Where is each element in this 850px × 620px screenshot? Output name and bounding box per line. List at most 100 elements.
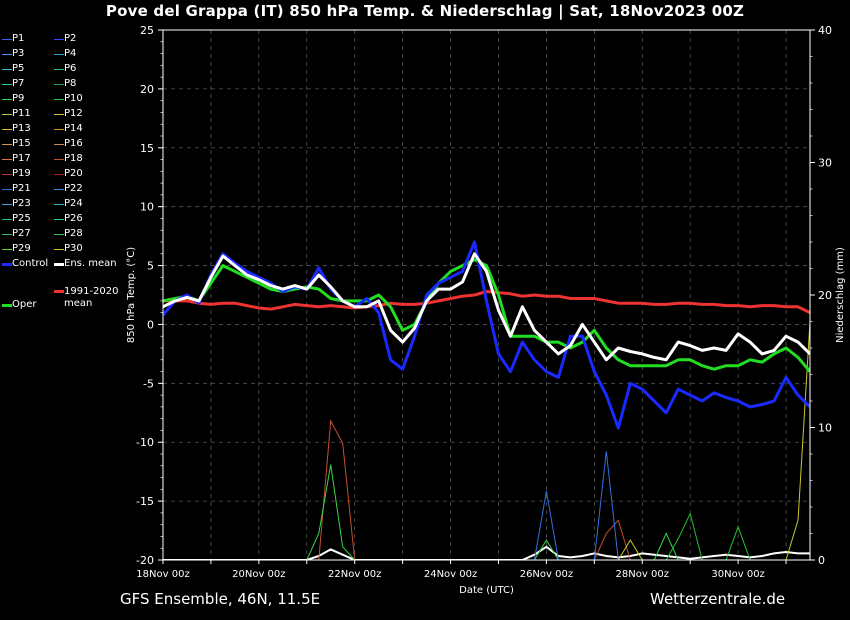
y-tick-label: 25 <box>140 24 154 37</box>
legend-label: 1991-2020 <box>64 286 119 297</box>
x-tick-label: 30Nov 00z <box>711 569 764 580</box>
legend-label: P13 <box>12 123 31 134</box>
legend-label: P21 <box>12 183 31 194</box>
legend-label: P26 <box>64 213 83 224</box>
legend-label: P18 <box>64 153 83 164</box>
y-tick-label: -20 <box>136 554 154 567</box>
legend-item-climate-mean: 1991-2020 mean <box>54 286 119 314</box>
precip-line-p30 <box>163 321 810 560</box>
legend-label: P23 <box>12 198 31 209</box>
y2-tick-label: 30 <box>818 157 832 170</box>
legend-item-p3: P3 <box>2 47 24 61</box>
legend-item-p10: P10 <box>54 92 83 106</box>
legend-item-p26: P26 <box>54 212 83 226</box>
legend-item-p6: P6 <box>54 62 76 76</box>
y2-tick-label: 10 <box>818 422 832 435</box>
temp-line-control <box>163 240 810 430</box>
y-tick-label: -10 <box>136 436 154 449</box>
legend-item-p11: P11 <box>2 107 31 121</box>
y-tick-label: 10 <box>140 201 154 214</box>
legend-item-p19: P19 <box>2 167 31 181</box>
legend-item-p13: P13 <box>2 122 31 136</box>
temp-line-1991-2020-mean <box>163 290 810 315</box>
legend-label: P11 <box>12 108 31 119</box>
legend-label: Ens. mean <box>64 258 117 269</box>
legend-label: mean <box>64 297 93 309</box>
legend-item-p18: P18 <box>54 152 83 166</box>
x-tick-label: 20Nov 00z <box>232 569 285 580</box>
x-tick-label: 28Nov 00z <box>616 569 669 580</box>
legend-item-p16: P16 <box>54 137 83 151</box>
y2-tick-label: 40 <box>818 24 832 37</box>
legend-label: P27 <box>12 228 31 239</box>
precip-line-ens-mean <box>163 545 810 560</box>
legend-label: P6 <box>64 63 77 74</box>
legend-item-p5: P5 <box>2 62 24 76</box>
y-tick-label: 0 <box>147 318 154 331</box>
legend-item-p21: P21 <box>2 182 31 196</box>
legend-item-p7: P7 <box>2 77 24 91</box>
y-tick-label: 5 <box>147 260 154 273</box>
plot-frame <box>162 29 811 561</box>
legend-item-p30: P30 <box>54 242 83 256</box>
legend-item-ens-mean: Ens. mean <box>54 257 117 271</box>
legend-label: P2 <box>64 33 77 44</box>
legend-label: P24 <box>64 198 83 209</box>
legend-label: P9 <box>12 93 25 104</box>
legend-label: P17 <box>12 153 31 164</box>
model-info: GFS Ensemble, 46N, 11.5E <box>120 590 321 608</box>
plot-series <box>163 240 810 560</box>
legend-label: P22 <box>64 183 83 194</box>
legend-label: P30 <box>64 243 83 254</box>
legend-label: P3 <box>12 48 25 59</box>
legend-item-p4: P4 <box>54 47 76 61</box>
temp-line-ens-mean <box>163 252 810 362</box>
legend-label: P16 <box>64 138 83 149</box>
x-axis: 18Nov 00z 20Nov 00z 22Nov 00z 24Nov 00z 26No… <box>136 560 787 580</box>
legend-label: Oper <box>12 299 37 310</box>
x-tick-label: 24Nov 00z <box>424 569 477 580</box>
chart-title: Pove del Grappa (IT) 850 hPa Temp. & Nie… <box>105 2 745 20</box>
x-tick-label: 18Nov 00z <box>136 569 189 580</box>
legend-label: P1 <box>12 33 25 44</box>
legend-label: P25 <box>12 213 31 224</box>
legend-label: P5 <box>12 63 25 74</box>
legend-label: P29 <box>12 243 31 254</box>
legend-label: P7 <box>12 78 25 89</box>
legend-item-p2: P2 <box>54 32 76 46</box>
legend-item-p28: P28 <box>54 227 83 241</box>
y-tick-label: -5 <box>143 377 154 390</box>
legend-item-p12: P12 <box>54 107 83 121</box>
y-axis-label: 850 hPa Temp. (°C) <box>126 247 137 343</box>
legend-item-oper: Oper <box>2 298 36 312</box>
legend-label: P14 <box>64 123 83 134</box>
precip-line-p9 <box>163 464 810 560</box>
legend-item-p22: P22 <box>54 182 83 196</box>
legend-label: P19 <box>12 168 31 179</box>
x-axis-label: Date (UTC) <box>459 585 514 596</box>
legend-item-control: Control <box>2 257 48 271</box>
precip-line-p21 <box>163 451 810 560</box>
legend-item-p24: P24 <box>54 197 83 211</box>
legend-item-p1: P1 <box>2 32 24 46</box>
source-credit: Wetterzentrale.de <box>650 590 786 608</box>
grid <box>163 30 810 560</box>
legend-item-p14: P14 <box>54 122 83 136</box>
y-axis-right: 0 10 20 30 40 <box>810 24 832 567</box>
legend-label: Control <box>12 258 49 269</box>
legend-item-p27: P27 <box>2 227 31 241</box>
y-tick-label: 15 <box>140 142 154 155</box>
y-tick-label: 20 <box>140 83 154 96</box>
legend-item-p29: P29 <box>2 242 31 256</box>
y-axis-left: -20 -15 -10 -5 0 5 10 15 20 25 <box>136 24 163 567</box>
legend-label: P15 <box>12 138 31 149</box>
temp-line-oper <box>163 258 810 373</box>
legend-label: P28 <box>64 228 83 239</box>
legend-item-p25: P25 <box>2 212 31 226</box>
y2-tick-label: 0 <box>818 554 825 567</box>
legend-item-p17: P17 <box>2 152 31 166</box>
legend-item-p20: P20 <box>54 167 83 181</box>
y2-axis-label: Niederschlag (mm) <box>835 247 846 343</box>
y-tick-label: -15 <box>136 495 154 508</box>
